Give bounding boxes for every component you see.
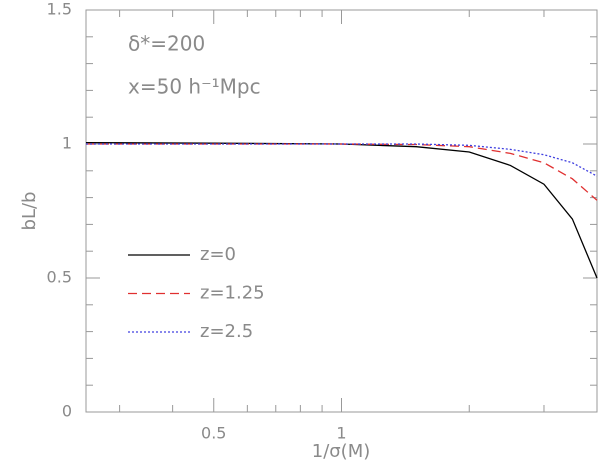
x-tick-label: 0.5 [201, 424, 226, 443]
data-line [86, 143, 598, 201]
y-tick-label: 1.5 [47, 0, 72, 19]
legend-label: z=2.5 [200, 321, 253, 342]
data-line [85, 142, 598, 279]
legend-label: z=0 [200, 244, 236, 265]
x-tick-label: 1 [336, 424, 346, 443]
x-axis-label: 1/σ(M) [312, 441, 371, 462]
legend-label: z=1.25 [200, 283, 265, 304]
y-axis-label: bL/b [19, 192, 40, 231]
y-tick-label: 1 [62, 134, 72, 153]
plot-frame [85, 9, 598, 413]
y-tick-label: 0 [62, 402, 72, 421]
annotation: δ*=200 [128, 32, 205, 56]
annotation: x=50 h⁻¹Mpc [128, 75, 261, 99]
y-tick-label: 0.5 [47, 268, 72, 287]
